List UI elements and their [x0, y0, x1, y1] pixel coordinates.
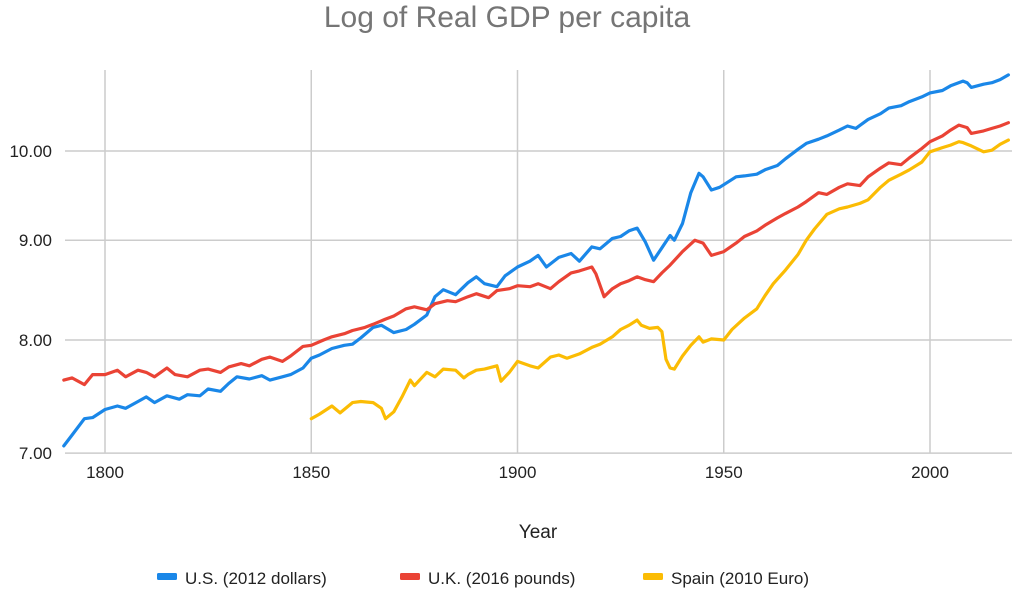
x-axis-label: Year: [519, 522, 558, 543]
y-axis-ticks: 7.00 8.00 9.00 10.00: [9, 142, 52, 463]
y-tick-label: 8.00: [19, 331, 52, 350]
legend-swatch: [400, 573, 420, 580]
x-tick-label: 1850: [292, 463, 330, 482]
legend-swatch: [643, 573, 663, 580]
chart-title: Log of Real GDP per capita: [324, 1, 691, 34]
legend-item-us: U.S. (2012 dollars): [157, 569, 327, 588]
legend-label: U.K. (2016 pounds): [428, 569, 575, 588]
series-lines: [62, 73, 1011, 448]
legend-label: U.S. (2012 dollars): [185, 569, 327, 588]
y-tick-label: 10.00: [9, 142, 52, 161]
series-line-us: [62, 73, 1011, 448]
x-tick-label: 1950: [705, 463, 743, 482]
y-tick-label: 9.00: [19, 231, 52, 250]
legend-item-uk: U.K. (2016 pounds): [400, 569, 575, 588]
series-line-uk: [62, 121, 1011, 387]
x-tick-label: 2000: [911, 463, 949, 482]
gridlines: [65, 70, 1012, 454]
x-tick-label: 1900: [499, 463, 537, 482]
x-tick-label: 1800: [86, 463, 124, 482]
y-tick-label: 7.00: [19, 444, 52, 463]
legend-label: Spain (2010 Euro): [671, 569, 809, 588]
x-axis-ticks: 1800 1850 1900 1950 2000: [86, 463, 949, 482]
legend: U.S. (2012 dollars) U.K. (2016 pounds) Spa…: [157, 569, 809, 588]
series-line-spain: [309, 138, 1011, 421]
legend-swatch: [157, 573, 177, 580]
legend-item-spain: Spain (2010 Euro): [643, 569, 809, 588]
